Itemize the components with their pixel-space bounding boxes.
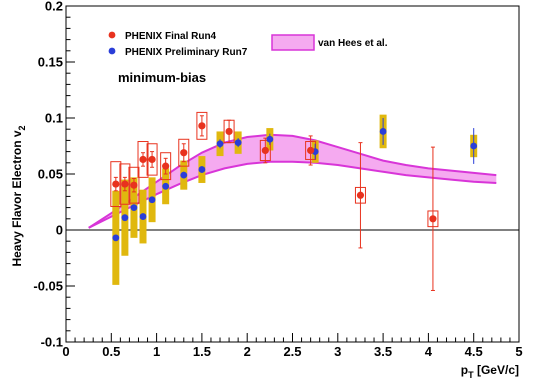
legend-label-prelim: PHENIX Preliminary Run7: [125, 47, 248, 58]
y-tick-label-2: 0: [56, 223, 63, 238]
prelim-point-0: [112, 234, 120, 242]
band-legend-label: van Hees et al.: [318, 38, 388, 49]
y-tick-label-0: -0.1: [41, 335, 63, 350]
theory-band-layer: [88, 133, 497, 229]
y-axis-title-sub: 2: [17, 125, 27, 130]
theory-band-upper-edge: [88, 133, 497, 229]
final-point-3: [139, 155, 147, 164]
prelim-point-5: [162, 182, 170, 190]
x-axis-title-sub: T: [468, 370, 474, 380]
x-tick-label-10: 5: [515, 344, 522, 359]
legend-label-final: PHENIX Final Run4: [125, 31, 217, 42]
final-syst-box-2: [128, 166, 140, 204]
x-axis-title: pT [GeV/c]: [461, 363, 519, 380]
final-syst-box-4: [146, 143, 158, 176]
prelim-point-12: [379, 128, 387, 135]
axis-ticks: [65, 5, 520, 343]
final-syst-box-3: [137, 141, 149, 178]
tick-labels: 0 0.5 1 1.5 2 2.5 3 3.5 4 4.5 5 -0.1 -0.05 0 0.05 0.1 0.…: [33, 0, 522, 359]
prelim-point-8: [216, 140, 224, 148]
final-point-12: [429, 215, 437, 223]
prelim-point-10: [266, 135, 274, 143]
prelim-point-13: [470, 142, 478, 150]
final-point-8: [225, 127, 233, 136]
x-tick-label-3: 1.5: [193, 344, 211, 359]
x-axis-title-unit: [GeV/c]: [474, 363, 519, 377]
final-point-4: [148, 155, 156, 164]
final-point-6: [180, 149, 188, 157]
band-legend-swatch: [271, 34, 315, 51]
legend-marker-prelim: [108, 47, 116, 55]
final-point-5: [162, 162, 170, 170]
legend-marker-final: [108, 31, 116, 39]
prelim-point-4: [148, 196, 156, 204]
final-syst-box-0: [110, 161, 122, 207]
y-tick-label-5: 0.15: [38, 55, 63, 70]
final-syst-box-1: [119, 163, 131, 205]
x-tick-label-0: 0: [62, 344, 69, 359]
final-syst-box-6: [178, 138, 190, 167]
final-point-0: [112, 180, 120, 188]
prelim-point-7: [198, 166, 206, 173]
min-bias-annotation: minimum-bias: [118, 70, 206, 85]
theory-band: [88, 134, 497, 228]
final-point-2: [130, 181, 138, 189]
final-point-9: [261, 146, 269, 155]
prelim-point-9: [234, 139, 242, 147]
x-tick-label-6: 3: [334, 344, 341, 359]
y-tick-label-1: -0.05: [33, 279, 63, 294]
prelim-point-3: [139, 213, 147, 220]
x-tick-label-7: 3.5: [374, 344, 392, 359]
y-axis-title-main: Heavy Flavor Electron v: [10, 130, 24, 266]
band-legend: van Hees et al.: [271, 34, 388, 51]
final-point-7: [198, 122, 206, 130]
x-tick-label-2: 1: [153, 344, 160, 359]
x-tick-label-8: 4: [425, 344, 433, 359]
x-tick-label-9: 4.5: [465, 344, 483, 359]
y-tick-label-3: 0.05: [38, 167, 63, 182]
prelim-point-2: [130, 204, 138, 212]
x-tick-label-5: 2.5: [283, 344, 301, 359]
x-axis-title-main: p: [461, 363, 468, 377]
legend: PHENIX Final Run4 PHENIX Preliminary Run…: [108, 31, 248, 58]
prelim-point-1: [121, 214, 129, 222]
x-tick-label-4: 2: [244, 344, 251, 359]
final-point-1: [121, 180, 129, 188]
final-point-10: [307, 146, 315, 155]
x-tick-label-1: 0.5: [102, 344, 120, 359]
data-point-layer: [112, 122, 478, 242]
final-syst-box-5: [160, 152, 172, 181]
y-axis-title: Heavy Flavor Electron v2: [10, 125, 27, 266]
final-point-11: [356, 191, 365, 199]
y-tick-label-4: 0.1: [45, 111, 63, 126]
final-syst-box-7: [196, 111, 208, 140]
prelim-point-6: [180, 171, 188, 179]
theory-band-lower-edge: [88, 160, 497, 229]
y-tick-label-6: 0.2: [45, 0, 63, 14]
